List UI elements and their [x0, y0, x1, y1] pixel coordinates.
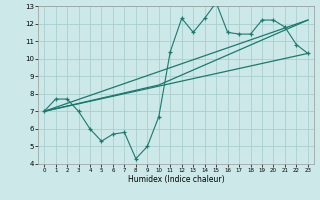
X-axis label: Humidex (Indice chaleur): Humidex (Indice chaleur) — [128, 175, 224, 184]
